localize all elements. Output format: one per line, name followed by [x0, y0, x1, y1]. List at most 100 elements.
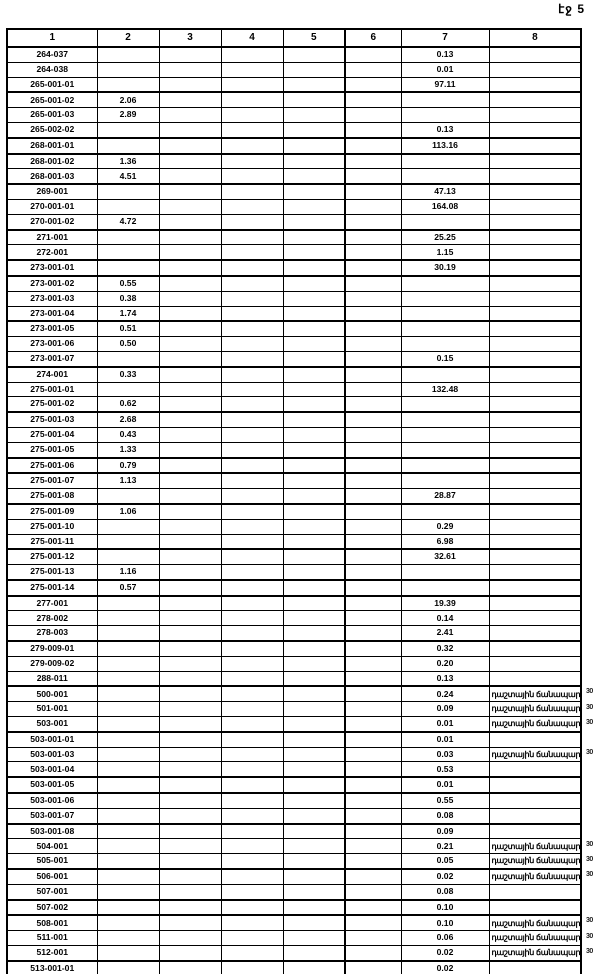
value-col2-cell: [96, 945, 160, 962]
code-cell: 500-001: [6, 685, 98, 703]
table-row: 273-001-04 1.74: [6, 305, 582, 322]
col5-cell: [282, 685, 346, 703]
value-col2-cell: [96, 883, 160, 901]
value-col2-cell: [96, 959, 160, 974]
col5-cell: [282, 244, 346, 262]
note-cell: դաշտային ճանապար: [488, 914, 582, 932]
value-col2-cell: [96, 488, 160, 505]
col5-cell: [282, 716, 346, 733]
col3-cell: [158, 716, 222, 733]
value-col7-cell: 0.08: [400, 883, 490, 901]
note-cell: [488, 244, 582, 262]
col3-cell: [158, 305, 222, 322]
value-col7-cell: 0.09: [400, 822, 490, 840]
note-cell: [488, 290, 582, 307]
code-cell: 268-001-03: [6, 168, 98, 185]
col5-cell: [282, 533, 346, 550]
code-cell: 275-001-05: [6, 441, 98, 459]
col6-cell: [344, 807, 402, 825]
col5-cell: [282, 807, 346, 825]
col5-cell: [282, 320, 346, 338]
col3-cell: [158, 320, 222, 338]
value-col2-cell: 1.33: [96, 441, 160, 459]
code-cell: 265-001-01: [6, 76, 98, 93]
note-cell: [488, 502, 582, 520]
table-row: 503-001-01 0.01: [6, 730, 582, 748]
value-col7-cell: 32.61: [400, 548, 490, 566]
margin-annotation: 30: [586, 688, 593, 695]
col6-cell: [344, 426, 402, 443]
note-cell: [488, 488, 582, 505]
value-col2-cell: [96, 730, 160, 748]
note-cell: [488, 61, 582, 78]
value-col7-cell: [400, 320, 490, 338]
table-row: 270-001-02 4.72: [6, 213, 582, 231]
value-col7-cell: 0.08: [400, 807, 490, 825]
value-col7-cell: 0.01: [400, 716, 490, 733]
code-cell: 270-001-02: [6, 213, 98, 231]
col3-cell: [158, 168, 222, 185]
value-col7-cell: [400, 396, 490, 413]
table-row: 275-001-04 0.43: [6, 426, 582, 443]
value-col7-cell: 0.02: [400, 945, 490, 962]
col4-cell: [220, 807, 284, 825]
col6-cell: [344, 610, 402, 627]
value-col7-cell: 0.09: [400, 701, 490, 718]
value-col2-cell: [96, 838, 160, 855]
col6-cell: [344, 396, 402, 413]
col4-cell: [220, 655, 284, 672]
col4-cell: [220, 959, 284, 974]
table-row: 275-001-02 0.62: [6, 396, 582, 413]
code-cell: 503-001-05: [6, 776, 98, 795]
col4-cell: [220, 320, 284, 338]
col3-cell: [158, 746, 222, 763]
col4-cell: [220, 685, 284, 703]
value-col7-cell: [400, 502, 490, 520]
table-row: 275-001-03 2.68: [6, 411, 582, 428]
col4-cell: [220, 91, 284, 109]
col4-cell: [220, 305, 284, 322]
table-row: 511-001 0.06 դաշտային ճանապար: [6, 930, 582, 947]
value-col2-cell: [96, 244, 160, 262]
value-col7-cell: 0.29: [400, 518, 490, 535]
note-cell: դաշտային ճանապար: [488, 716, 582, 733]
col6-cell: [344, 640, 402, 657]
col3-cell: [158, 548, 222, 566]
note-cell: դաշտային ճանապար: [488, 838, 582, 855]
note-cell: [488, 259, 582, 277]
table-row: 508-001 0.10 դաշտային ճանապար: [6, 914, 582, 932]
col6-cell: [344, 365, 402, 383]
value-col7-cell: 0.14: [400, 610, 490, 627]
table-header: 1 2 3 4 5 6 7 8: [6, 28, 582, 48]
col3-cell: [158, 228, 222, 246]
margin-annotation: 30: [586, 871, 593, 878]
col3-cell: [158, 244, 222, 262]
code-cell: 273-001-06: [6, 336, 98, 352]
code-cell: 268-001-02: [6, 153, 98, 170]
value-col2-cell: [96, 76, 160, 93]
col4-cell: [220, 914, 284, 932]
table-row: 269-001 47.13: [6, 183, 582, 200]
table-row: 275-001-01 132.48: [6, 381, 582, 398]
table-row: 512-001 0.02 դաշտային ճանապար: [6, 945, 582, 962]
col5-cell: [282, 274, 346, 292]
table-row: 265-002-02 0.13: [6, 121, 582, 139]
col4-cell: [220, 930, 284, 947]
col5-cell: [282, 640, 346, 657]
table-row: 275-001-12 32.61: [6, 548, 582, 566]
value-col7-cell: 164.08: [400, 198, 490, 215]
col4-cell: [220, 488, 284, 505]
note-cell: դաշտային ճանապար: [488, 930, 582, 947]
col6-cell: [344, 290, 402, 307]
col4-cell: [220, 761, 284, 778]
table-row: 503-001-03 0.03 դաշտային ճանապար: [6, 746, 582, 763]
margin-annotation: 30: [586, 841, 593, 848]
col4-cell: [220, 945, 284, 962]
col6-cell: [344, 730, 402, 748]
col5-cell: [282, 411, 346, 428]
table-row: 503-001 0.01 դաշտային ճանապար: [6, 716, 582, 733]
col4-cell: [220, 213, 284, 231]
col6-cell: [344, 883, 402, 901]
value-col7-cell: 0.13: [400, 121, 490, 139]
table-row: 275-001-05 1.33: [6, 441, 582, 459]
